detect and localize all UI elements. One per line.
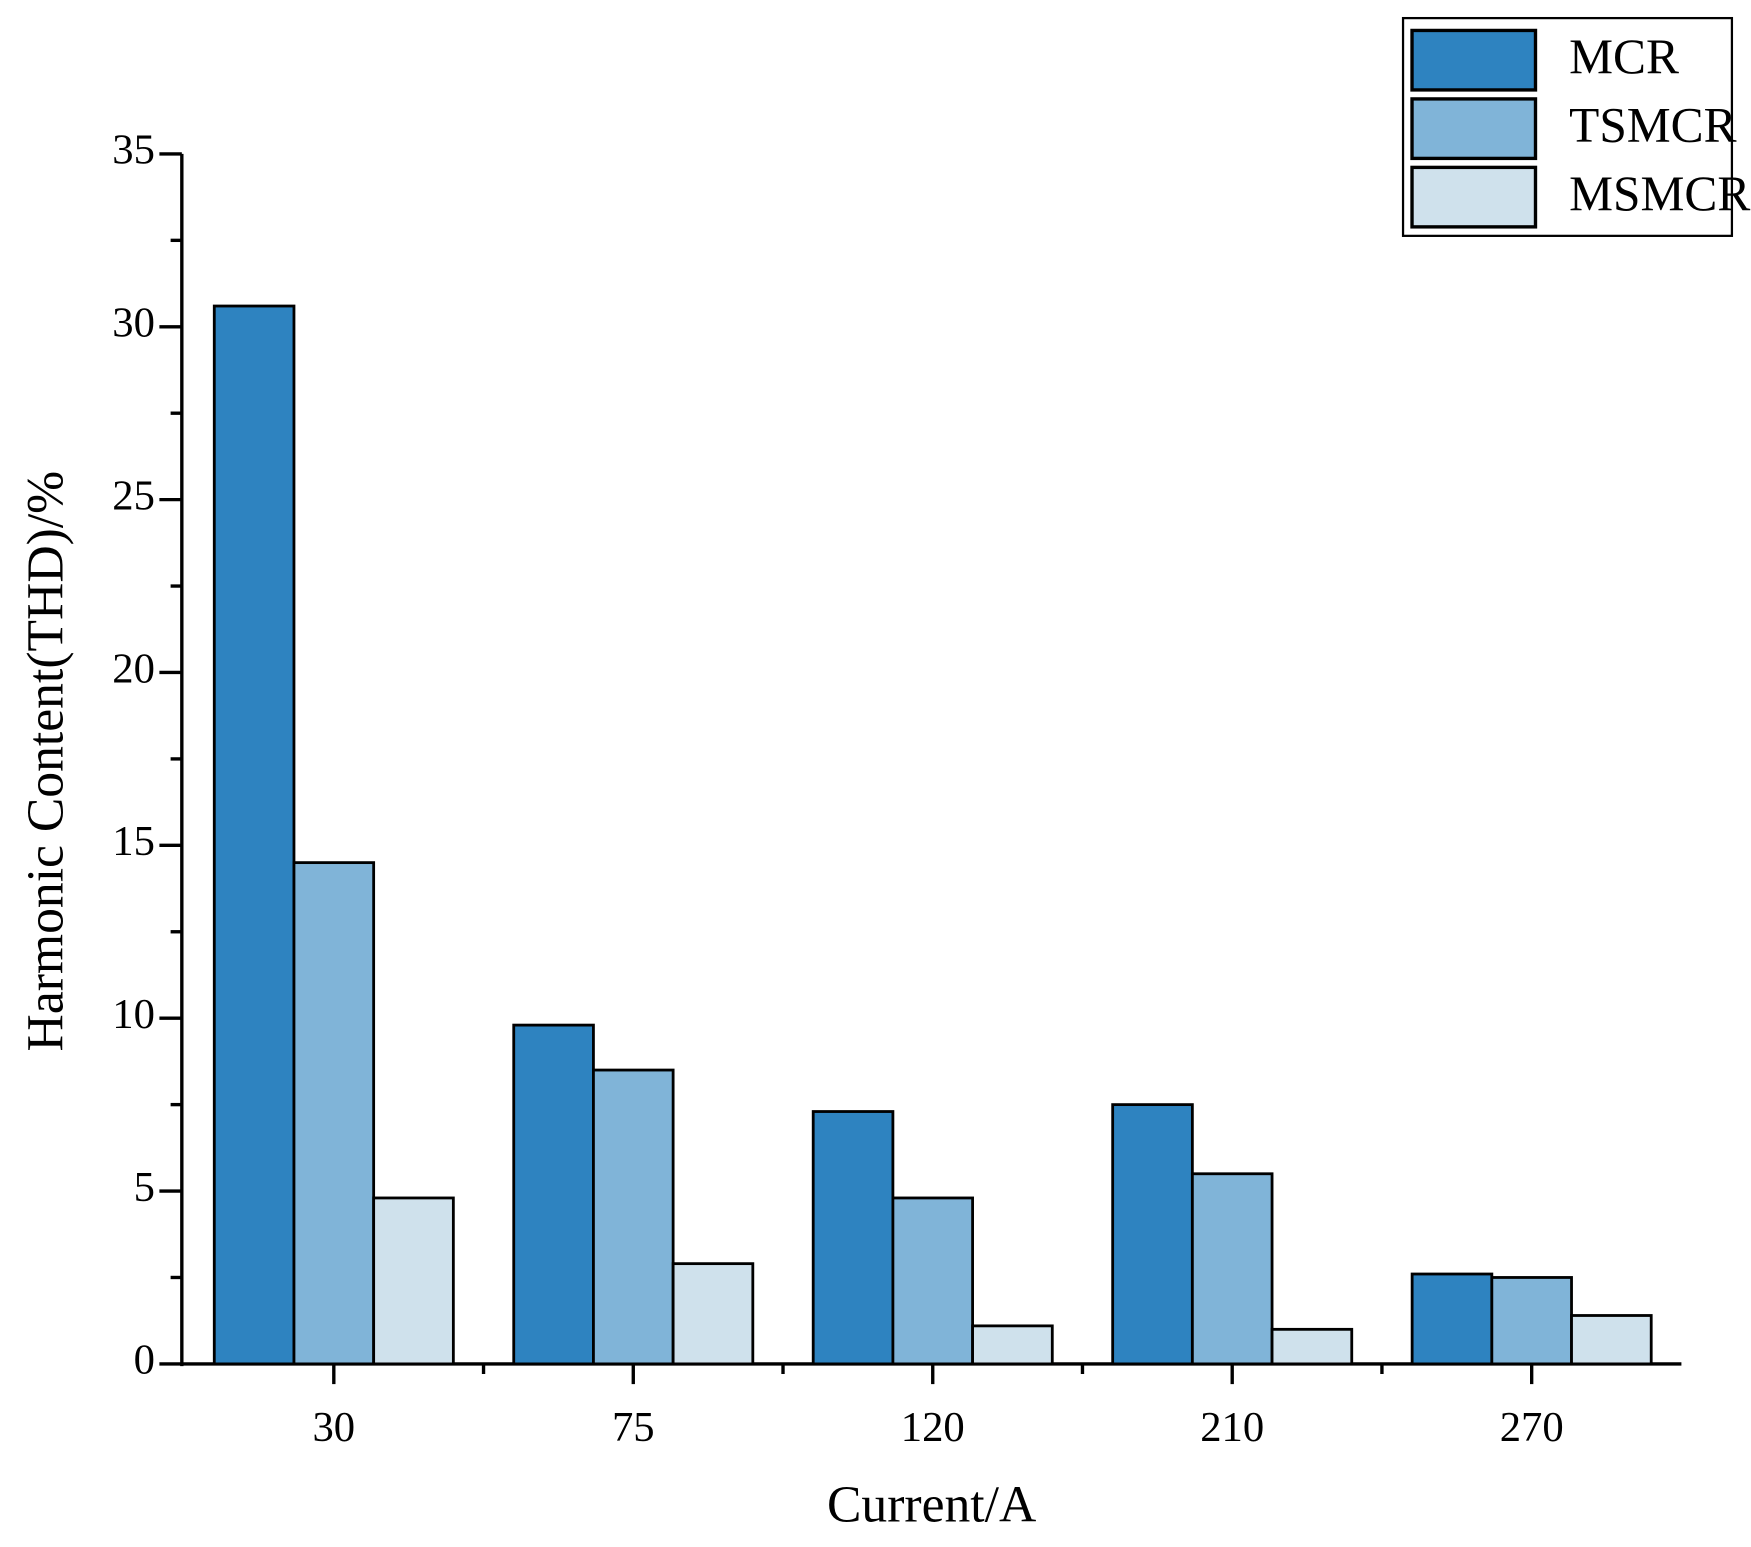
bar	[1190, 1172, 1274, 1366]
x-axis-title: Current/A	[827, 1477, 1036, 1534]
y-tick-label: 15	[112, 818, 155, 865]
x-tick-label: 270	[1500, 1404, 1564, 1451]
bar	[1270, 1327, 1354, 1366]
bar	[372, 1196, 455, 1366]
legend-swatch	[1410, 165, 1538, 229]
y-tick-label: 30	[112, 300, 155, 347]
bar	[512, 1023, 595, 1366]
legend-swatch	[1410, 28, 1538, 92]
bar	[292, 861, 376, 1366]
x-tick-label: 120	[901, 1404, 965, 1451]
bar	[212, 304, 296, 1366]
legend-label: TSMCR	[1569, 98, 1736, 153]
y-axis-title: Harmonic Content(THD)/%	[17, 471, 74, 1052]
legend-swatch	[1410, 97, 1538, 161]
y-tick-label: 5	[134, 1164, 155, 1211]
bar	[1111, 1103, 1194, 1366]
y-tick-label: 25	[112, 472, 155, 519]
bar	[891, 1196, 974, 1366]
bar	[811, 1110, 895, 1366]
bar	[1410, 1272, 1494, 1366]
x-tick-label: 30	[312, 1404, 355, 1451]
x-tick-label: 75	[612, 1404, 655, 1451]
bar	[971, 1324, 1054, 1366]
bar	[1570, 1314, 1653, 1366]
y-tick-label: 35	[112, 127, 155, 174]
bar	[1490, 1276, 1573, 1366]
legend-label: MCR	[1569, 29, 1679, 84]
y-tick-label: 20	[112, 645, 155, 692]
y-tick-label: 10	[112, 991, 155, 1038]
x-tick-label: 210	[1200, 1404, 1264, 1451]
bar	[592, 1068, 675, 1366]
y-tick-label: 0	[134, 1337, 155, 1384]
legend-label: MSMCR	[1569, 166, 1750, 221]
bar	[671, 1262, 755, 1366]
